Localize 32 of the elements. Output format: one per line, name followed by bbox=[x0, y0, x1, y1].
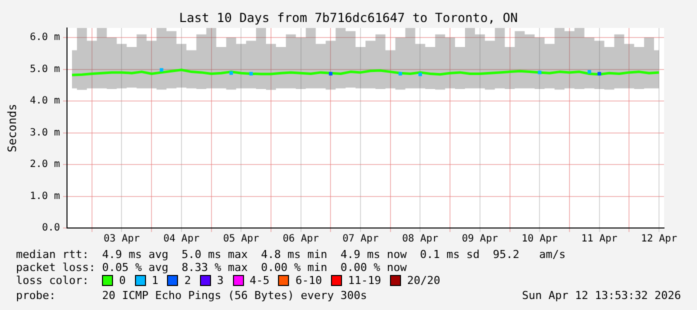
y-axis-title: Seconds bbox=[4, 104, 19, 152]
legend-label: 11-19 bbox=[348, 274, 382, 287]
x-tick-label: 05 Apr bbox=[223, 234, 260, 245]
y-tick-label: 4.0 m bbox=[30, 96, 60, 107]
x-tick-label: 09 Apr bbox=[462, 234, 498, 245]
x-tick-label: 07 Apr bbox=[342, 234, 379, 245]
y-tick-label: 3.0 m bbox=[30, 127, 60, 138]
x-tick-label: 06 Apr bbox=[282, 234, 319, 245]
y-tick-label: 6.0 m bbox=[30, 32, 60, 44]
legend-label: 1 bbox=[152, 274, 158, 287]
y-tick-label: 0.0 bbox=[42, 222, 60, 234]
y-tick-label: 5.0 m bbox=[30, 64, 60, 75]
legend-label: 2 bbox=[184, 274, 191, 287]
x-tick-label: 12 Apr bbox=[640, 234, 678, 245]
text: median rtt: 4.9 ms avg 5.0 ms max 4.8 ms min 4.9 ms now 0.1 ms sd 95.2 am/s bbox=[16, 248, 566, 261]
y-tick-label: 2.0 m bbox=[30, 159, 60, 170]
x-tick-label: 04 Apr bbox=[163, 234, 200, 245]
x-tick-label: 03 Apr bbox=[104, 234, 140, 245]
legend-label: 4-5 bbox=[250, 274, 270, 287]
x-tick-label: 08 Apr bbox=[402, 234, 438, 245]
text: packet loss: 0.05 % avg 8.33 % max 0.00 % min 0.00 % now bbox=[16, 261, 407, 274]
x-tick-label: 11 Apr bbox=[581, 234, 618, 245]
chart-title: Last 10 Days from 7b716dc61647 to Toronto, ON bbox=[178, 10, 519, 25]
legend-label: 6-10 bbox=[295, 274, 322, 287]
text: Sun Apr 12 13:53:32 2026 bbox=[522, 289, 681, 302]
legend-label: 3 bbox=[216, 274, 224, 287]
y-tick-label: 1.0 m bbox=[30, 190, 60, 202]
legend-title: loss color: bbox=[16, 274, 90, 287]
legend-label: 0 bbox=[119, 274, 126, 287]
text: probe: 20 ICMP Echo Pings (56 Bytes) every 300s bbox=[16, 289, 367, 302]
x-tick-label: 10 Apr bbox=[522, 234, 558, 245]
legend-label: 20/20 bbox=[407, 274, 440, 287]
